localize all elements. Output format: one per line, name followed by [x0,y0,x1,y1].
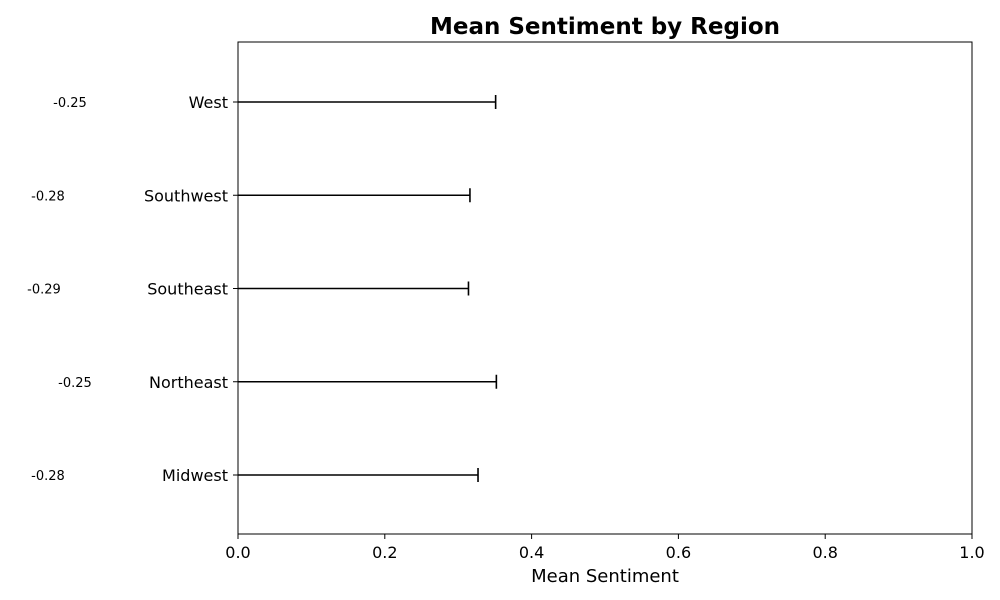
value-label: -0.28 [31,469,65,484]
y-axis: Midwest Northeast Southeast Southwest West [144,93,238,485]
y-tick-label: West [189,93,228,112]
value-label: -0.25 [58,376,92,391]
x-tick-label: 0.2 [372,543,397,562]
value-label: -0.25 [53,96,87,111]
chart-title: Mean Sentiment by Region [430,14,780,40]
x-axis: 0.0 0.2 0.4 0.6 0.8 1.0 [225,534,985,562]
x-tick-label: 0.6 [666,543,691,562]
x-tick-label: 0.4 [519,543,544,562]
value-label: -0.29 [27,283,61,298]
value-labels: -0.28 -0.25 -0.29 -0.28 -0.25 [27,96,92,484]
x-tick-label: 0.8 [812,543,837,562]
y-tick-label: Southeast [147,280,228,299]
y-tick-label: Midwest [162,466,228,485]
errorbars [238,95,498,482]
x-tick-label: 0.0 [225,543,250,562]
y-tick-label: Southwest [144,186,228,205]
value-label: -0.28 [31,189,65,204]
x-tick-label: 1.0 [959,543,984,562]
y-tick-label: Northeast [149,373,228,392]
x-axis-label: Mean Sentiment [531,566,679,587]
